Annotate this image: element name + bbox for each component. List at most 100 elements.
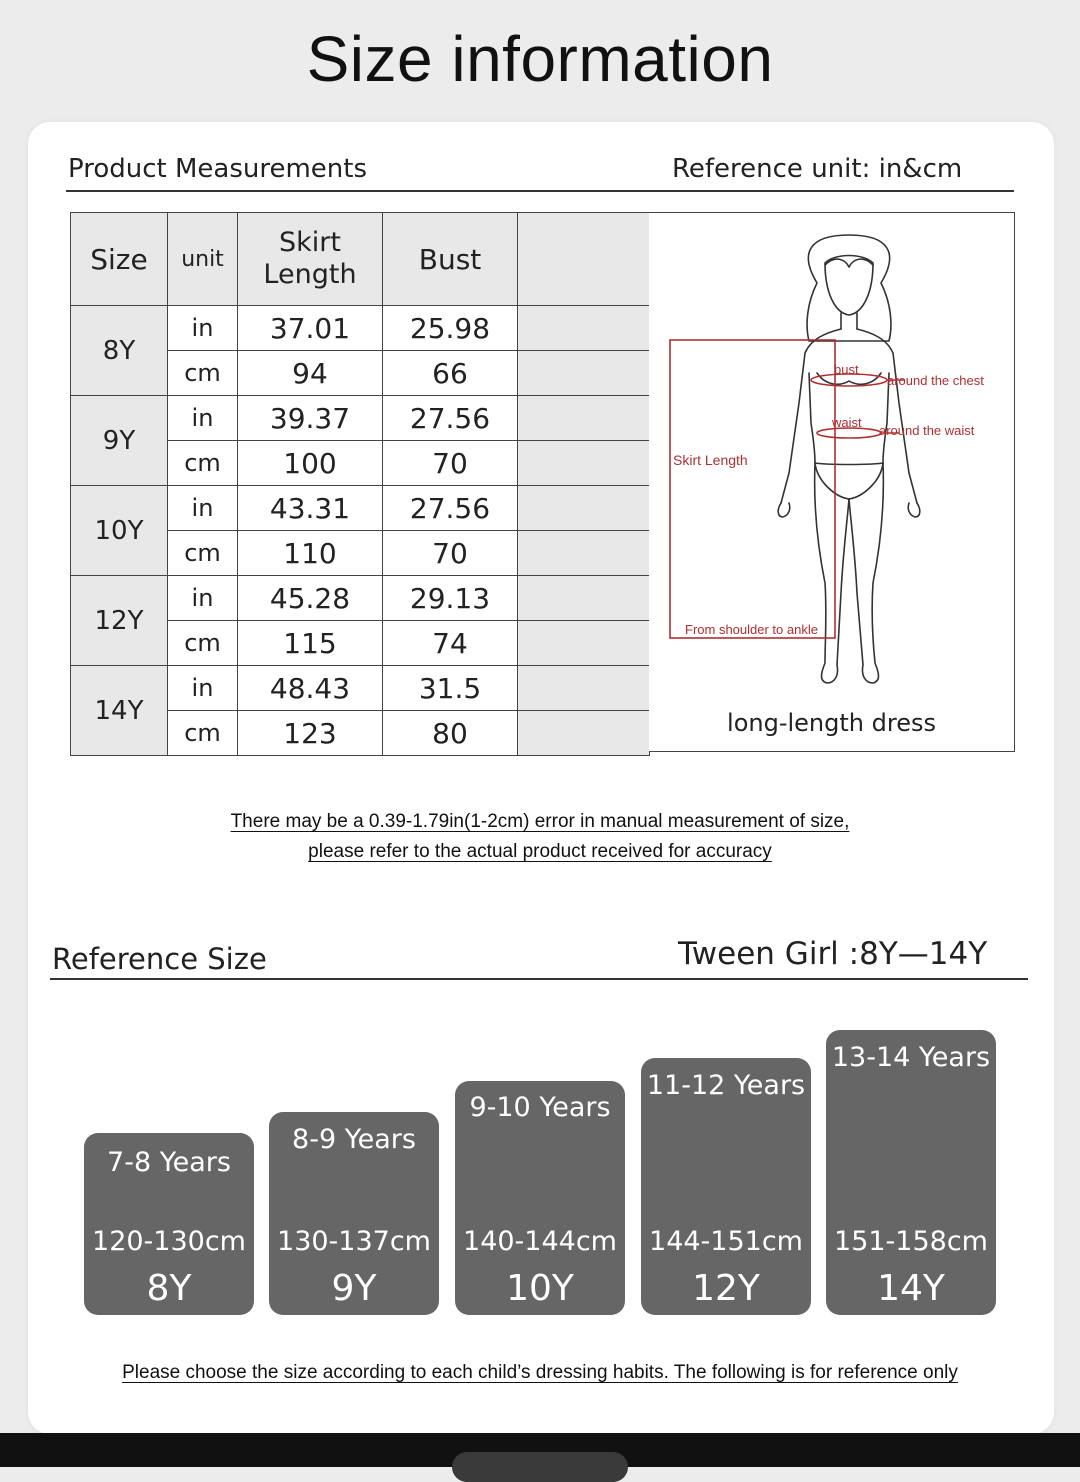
- blank-cell: [517, 395, 650, 441]
- bust-cell: 27.56: [382, 485, 518, 531]
- bar-cm: 144-151cm: [649, 1226, 803, 1257]
- blank-cell: [517, 350, 650, 396]
- size-bar-10y: 9-10 Years: [455, 1081, 625, 1315]
- table-row: 10Y in 43.31 27.56: [70, 485, 650, 576]
- bar-years: 9-10 Years: [469, 1092, 611, 1123]
- size-cell: 10Y: [70, 485, 168, 576]
- header-skirt-line2: Length: [263, 259, 357, 290]
- bust-cell: 66: [382, 350, 518, 396]
- size-bar-14y: 13-14 Years: [826, 1030, 996, 1315]
- bottom-note-text: Please choose the size according to each…: [122, 1362, 958, 1383]
- blank-cell: [517, 305, 650, 351]
- reference-size-heading: Reference Size: [52, 942, 267, 976]
- label-shoulder-to-ankle: From shoulder to ankle: [685, 622, 818, 637]
- size-cell: 8Y: [70, 305, 168, 396]
- header-blank: [517, 212, 650, 306]
- bust-cell: 25.98: [382, 305, 518, 351]
- bar-cm: 151-158cm: [834, 1226, 988, 1257]
- bar-years: 11-12 Years: [646, 1070, 806, 1101]
- size-cell: 9Y: [70, 395, 168, 486]
- blank-cell: [517, 665, 650, 711]
- table-row: cm 94 66: [71, 350, 650, 396]
- figure-caption: long-length dress: [727, 709, 936, 737]
- blank-cell: [517, 620, 650, 666]
- skirt-cell: 115: [237, 620, 383, 666]
- label-around-waist: around the waist: [879, 423, 975, 438]
- unit-cell: in: [167, 665, 238, 711]
- bust-cell: 80: [382, 710, 518, 756]
- skirt-cell: 48.43: [237, 665, 383, 711]
- reference-divider: [50, 978, 1028, 980]
- table-row: 14Y in 48.43 31.5: [70, 665, 650, 756]
- label-waist: waist: [831, 415, 862, 430]
- table-row: cm 100 70: [71, 440, 650, 486]
- skirt-cell: 110: [237, 530, 383, 576]
- bust-cell: 74: [382, 620, 518, 666]
- bar-size: 12Y: [692, 1268, 760, 1309]
- reference-unit-note: Reference unit: in&cm: [672, 154, 963, 184]
- blank-cell: [517, 575, 650, 621]
- skirt-cell: 37.01: [237, 305, 383, 351]
- unit-cell: in: [167, 575, 238, 621]
- size-cell: 14Y: [70, 665, 168, 756]
- skirt-cell: 94: [237, 350, 383, 396]
- unit-cell: cm: [167, 350, 238, 396]
- table-row: cm 123 80: [71, 710, 650, 756]
- header-unit: unit: [167, 212, 238, 306]
- error-note-line2-text: please refer to the actual product recei…: [308, 841, 772, 862]
- girl-figure-illustration: bust around the chest waist around the w…: [669, 234, 984, 684]
- bar-size: 10Y: [506, 1268, 574, 1309]
- measurement-figure-panel: bust around the chest waist around the w…: [649, 212, 1015, 752]
- bust-cell: 31.5: [382, 665, 518, 711]
- blank-cell: [517, 440, 650, 486]
- skirt-cell: 45.28: [237, 575, 383, 621]
- size-cell: 12Y: [70, 575, 168, 666]
- unit-cell: in: [167, 395, 238, 441]
- table-header-row: Size unit Skirt Length Bust: [70, 212, 650, 306]
- table-row: 9Y in 39.37 27.56: [70, 395, 650, 486]
- label-around-chest: around the chest: [887, 373, 984, 388]
- skirt-cell: 39.37: [237, 395, 383, 441]
- unit-cell: cm: [167, 620, 238, 666]
- size-bar-8y: 7-8 Years: [84, 1133, 254, 1315]
- blank-cell: [517, 710, 650, 756]
- bar-size: 14Y: [877, 1268, 945, 1309]
- label-bust: bust: [834, 362, 859, 377]
- measurements-heading: Product Measurements: [68, 154, 368, 184]
- bar-cm: 120-130cm: [92, 1226, 246, 1257]
- skirt-cell: 100: [237, 440, 383, 486]
- home-indicator[interactable]: [452, 1452, 628, 1482]
- table-row: cm 115 74: [71, 620, 650, 666]
- bar-years: 13-14 Years: [831, 1042, 991, 1073]
- measurements-divider: [66, 190, 1014, 192]
- bar-years: 7-8 Years: [107, 1147, 231, 1178]
- table-row: 12Y in 45.28 29.13: [70, 575, 650, 666]
- error-note-line1-text: There may be a 0.39-1.79in(1-2cm) error …: [230, 811, 850, 832]
- header-skirt-line1: Skirt: [279, 227, 341, 258]
- bottom-note: Please choose the size according to each…: [0, 1362, 1080, 1384]
- label-skirt-length: Skirt Length: [673, 452, 748, 468]
- reference-size-range: Tween Girl :8Y—14Y: [678, 936, 988, 972]
- error-note-line2: please refer to the actual product recei…: [0, 841, 1080, 863]
- header-size: Size: [70, 212, 168, 306]
- measurements-table: Size unit Skirt Length Bust 8Y in 37.01 …: [70, 212, 650, 756]
- bar-cm: 140-144cm: [463, 1226, 617, 1257]
- skirt-cell: 123: [237, 710, 383, 756]
- header-bust: Bust: [382, 212, 518, 306]
- bar-cm: 130-137cm: [277, 1226, 431, 1257]
- table-row: 8Y in 37.01 25.98: [70, 305, 650, 396]
- header-skirt-length: Skirt Length: [237, 212, 383, 306]
- size-bar-12y: 11-12 Years: [641, 1058, 811, 1315]
- bust-cell: 70: [382, 530, 518, 576]
- unit-cell: cm: [167, 440, 238, 486]
- skirt-cell: 43.31: [237, 485, 383, 531]
- blank-cell: [517, 485, 650, 531]
- unit-cell: cm: [167, 530, 238, 576]
- blank-cell: [517, 530, 650, 576]
- bust-cell: 70: [382, 440, 518, 486]
- unit-cell: cm: [167, 710, 238, 756]
- unit-cell: in: [167, 305, 238, 351]
- error-note-line1: There may be a 0.39-1.79in(1-2cm) error …: [0, 811, 1080, 833]
- bar-size: 9Y: [331, 1268, 377, 1309]
- bar-years: 8-9 Years: [292, 1124, 416, 1155]
